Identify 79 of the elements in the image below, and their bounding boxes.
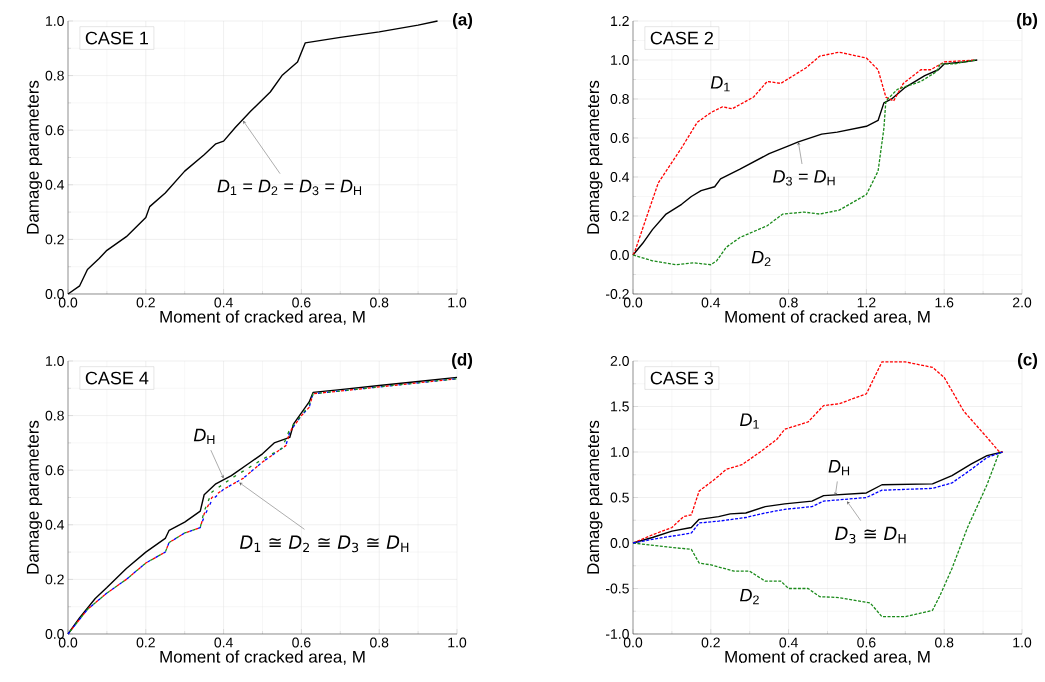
y-tick-label: 0.8 xyxy=(45,70,64,81)
y-axis-title: Damage parameters xyxy=(26,80,43,234)
chart-title: (d) xyxy=(452,353,473,369)
x-tick-label: 0.6 xyxy=(292,637,311,648)
x-tick-label: 0.4 xyxy=(214,297,233,308)
annotation: D$_{H}$ xyxy=(193,428,215,444)
chart-subtitle: CASE 4 xyxy=(85,371,149,385)
x-tick-label: 0.2 xyxy=(701,637,720,648)
x-tick-label: 0.8 xyxy=(370,637,389,648)
chart-title: (b) xyxy=(1017,13,1038,29)
y-tick-label: -0.5 xyxy=(605,583,629,594)
chart-subtitle: CASE 1 xyxy=(85,31,148,45)
x-axis-title: Moment of cracked area, M xyxy=(160,310,365,325)
x-tick-label: 2.0 xyxy=(1012,297,1032,308)
annotation: D$_{3}$ ≅ D$_{H}$ xyxy=(835,526,906,544)
x-tick-label: 0.0 xyxy=(623,297,643,308)
x-tick-label: 0.0 xyxy=(58,297,78,308)
y-axis-title: Damage parameters xyxy=(26,420,43,574)
annotation: D$_{3}$ = D$_{H}$ xyxy=(773,170,835,186)
x-axis-title: Moment of cracked area, M xyxy=(725,310,930,325)
chart-subtitle: CASE 2 xyxy=(650,31,713,45)
y-tick-label: 0.8 xyxy=(610,94,629,104)
y-tick-label: 1.0 xyxy=(611,447,629,457)
y-tick-label: 0.4 xyxy=(610,172,630,182)
line-series xyxy=(632,361,1004,544)
x-tick-label: 0.8 xyxy=(779,297,798,308)
y-tick-label: -1.0 xyxy=(605,629,629,639)
y-tick-label: 0.0 xyxy=(45,289,64,299)
y-tick-label: 0.6 xyxy=(45,465,64,476)
x-tick-label: 0.6 xyxy=(292,297,311,308)
y-tick-label: 1.2 xyxy=(611,16,629,26)
x-tick-label: 0.2 xyxy=(136,637,155,648)
y-tick-label: 1.0 xyxy=(46,16,64,26)
chart-title: (a) xyxy=(452,13,473,29)
chart-subtitle: CASE 3 xyxy=(650,371,714,385)
y-tick-label: 0.2 xyxy=(45,234,64,245)
x-tick-label: 1.0 xyxy=(1013,637,1032,648)
y-tick-label: 0.0 xyxy=(610,538,629,548)
annotation: D$_{1}$ xyxy=(740,413,759,429)
x-tick-label: 0.6 xyxy=(857,637,876,648)
x-tick-label: 1.2 xyxy=(857,297,876,308)
y-tick-label: 0.6 xyxy=(45,125,64,136)
y-tick-label: 0.0 xyxy=(45,629,64,639)
x-tick-label: 1.0 xyxy=(448,297,467,308)
y-tick-label: 1.5 xyxy=(611,401,629,412)
text: D$_{1}$ = D$_{2}$ = D$_{3}$ = D$_{H}$ xyxy=(217,179,362,196)
y-tick-label: 0.2 xyxy=(610,211,629,221)
x-tick-label: 1.0 xyxy=(448,637,467,648)
y-tick-label: 2.0 xyxy=(610,356,629,366)
annotation: D$_{2}$ xyxy=(751,250,771,267)
chart-title: (c) xyxy=(1017,353,1038,369)
x-tick-label: 0.2 xyxy=(136,297,155,308)
annotation: D$_{H}$ xyxy=(828,460,850,476)
x-tick-label: 0.4 xyxy=(701,297,721,308)
x-tick-label: 1.6 xyxy=(935,297,954,308)
y-tick-label: 0.4 xyxy=(45,519,65,530)
x-tick-label: 0.8 xyxy=(370,297,389,308)
x-axis-title: Moment of cracked area, M xyxy=(725,650,930,665)
y-tick-label: 0.6 xyxy=(610,133,629,143)
x-tick-label: 0.4 xyxy=(214,637,233,648)
x-tick-label: 0.0 xyxy=(623,637,643,648)
line-series xyxy=(632,451,1004,618)
x-axis-title: Moment of cracked area, M xyxy=(160,650,365,665)
y-tick-label: 0.0 xyxy=(610,250,629,260)
y-axis-title: Damage parameters xyxy=(587,80,603,234)
x-tick-label: 0.4 xyxy=(779,637,798,648)
y-tick-label: 0.5 xyxy=(610,492,629,503)
annotation: D$_{2}$ xyxy=(740,588,759,605)
y-tick-label: 1.0 xyxy=(611,55,629,65)
x-tick-label: 0.8 xyxy=(935,637,954,648)
y-tick-label: 0.4 xyxy=(45,179,65,190)
y-tick-label: 0.8 xyxy=(45,410,64,421)
y-axis-title: Damage parameters xyxy=(587,420,603,574)
y-tick-label: -0.2 xyxy=(605,289,629,299)
text: D$_{1}$ ≅ D$_{2}$ ≅ D$_{3}$ ≅ D$_{H}$ xyxy=(239,535,409,553)
annotation: D$_{1}$ xyxy=(710,76,730,92)
x-tick-label: 0.0 xyxy=(58,637,78,648)
y-tick-label: 1.0 xyxy=(46,356,64,366)
y-tick-label: 0.2 xyxy=(45,574,64,585)
